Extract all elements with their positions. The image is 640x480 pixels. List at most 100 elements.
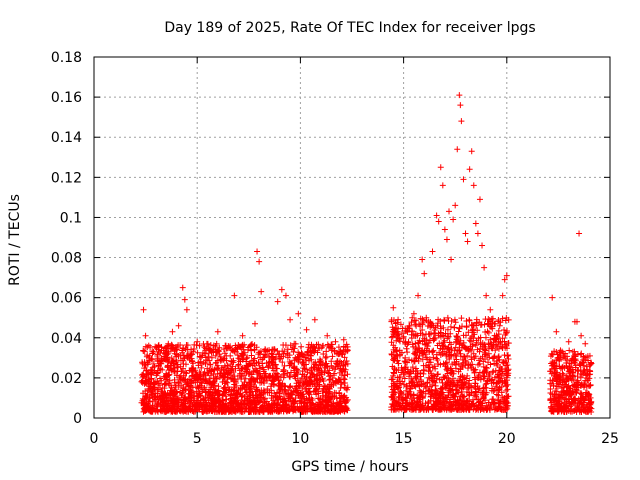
data-point bbox=[248, 347, 255, 354]
data-point bbox=[316, 356, 323, 363]
data-point bbox=[204, 357, 211, 364]
data-point bbox=[254, 248, 261, 255]
data-point bbox=[196, 353, 203, 360]
data-point bbox=[340, 394, 347, 401]
x-tick-label: 0 bbox=[90, 431, 99, 447]
data-point bbox=[251, 346, 258, 353]
data-point bbox=[258, 288, 265, 295]
data-point bbox=[228, 388, 235, 395]
axis-ticks: 0 5 10 15 20 25 0 0.02 0.04 0.06 0.08 0.1 0.12 0.14 0.… bbox=[51, 50, 619, 447]
data-point bbox=[286, 373, 293, 380]
data-point bbox=[200, 400, 207, 407]
data-point bbox=[169, 328, 176, 335]
data-point bbox=[213, 359, 220, 366]
data-point bbox=[322, 354, 329, 361]
data-point bbox=[214, 328, 221, 335]
data-point bbox=[275, 372, 282, 379]
data-point bbox=[182, 393, 189, 400]
data-point bbox=[238, 344, 245, 351]
data-point bbox=[335, 344, 342, 351]
data-point bbox=[221, 362, 228, 369]
data-point bbox=[344, 348, 351, 355]
data-point bbox=[326, 344, 333, 351]
data-point bbox=[165, 358, 172, 365]
data-point bbox=[212, 387, 219, 394]
data-point bbox=[202, 354, 209, 361]
data-point bbox=[183, 341, 190, 348]
x-tick-label: 5 bbox=[193, 431, 202, 447]
data-point bbox=[336, 369, 343, 376]
data-point bbox=[431, 336, 438, 343]
data-point bbox=[306, 396, 313, 403]
data-point bbox=[168, 345, 175, 352]
data-point bbox=[175, 322, 182, 329]
data-point bbox=[179, 347, 186, 354]
data-point bbox=[322, 364, 329, 371]
data-point bbox=[282, 292, 289, 299]
data-point bbox=[256, 362, 263, 369]
data-point bbox=[429, 248, 436, 255]
data-point bbox=[315, 395, 322, 402]
data-point bbox=[201, 350, 208, 357]
data-point bbox=[445, 318, 452, 325]
data-point bbox=[228, 366, 235, 373]
data-point bbox=[340, 393, 347, 400]
data-point bbox=[280, 374, 287, 381]
data-point bbox=[439, 182, 446, 189]
data-point bbox=[158, 388, 165, 395]
data-point bbox=[464, 238, 471, 245]
data-point bbox=[458, 315, 465, 322]
data-point bbox=[208, 354, 215, 361]
data-point bbox=[456, 92, 463, 99]
y-tick-label: 0.02 bbox=[51, 371, 82, 387]
data-point bbox=[305, 390, 312, 397]
x-tick-label: 15 bbox=[395, 431, 413, 447]
data-point bbox=[232, 365, 239, 372]
data-point bbox=[196, 342, 203, 349]
data-point bbox=[256, 397, 263, 404]
data-point bbox=[307, 405, 314, 412]
y-tick-label: 0.08 bbox=[51, 251, 82, 267]
data-point bbox=[290, 364, 297, 371]
data-point bbox=[154, 351, 161, 358]
data-point bbox=[430, 329, 437, 336]
data-point bbox=[208, 402, 215, 409]
y-tick-label: 0.1 bbox=[60, 210, 82, 226]
data-point bbox=[272, 371, 279, 378]
data-point bbox=[446, 208, 453, 215]
data-point bbox=[220, 373, 227, 380]
data-point bbox=[263, 398, 270, 405]
data-point bbox=[212, 352, 219, 359]
data-point bbox=[470, 326, 477, 333]
data-point bbox=[472, 220, 479, 227]
data-point bbox=[198, 380, 205, 387]
data-point bbox=[337, 398, 344, 405]
data-point bbox=[308, 379, 315, 386]
data-point bbox=[251, 320, 258, 327]
data-point bbox=[466, 166, 473, 173]
data-point bbox=[308, 365, 315, 372]
data-point bbox=[341, 368, 348, 375]
y-axis-label: ROTI / TECUs bbox=[7, 194, 23, 286]
data-point bbox=[311, 316, 318, 323]
data-point bbox=[194, 349, 201, 356]
data-point bbox=[221, 350, 228, 357]
data-point bbox=[268, 350, 275, 357]
data-point bbox=[479, 242, 486, 249]
data-point bbox=[244, 395, 251, 402]
data-point bbox=[207, 341, 214, 348]
data-point bbox=[170, 360, 177, 367]
data-point bbox=[462, 230, 469, 237]
data-point bbox=[443, 236, 450, 243]
data-point bbox=[159, 389, 166, 396]
data-point bbox=[404, 349, 411, 356]
chart-title: Day 189 of 2025, Rate Of TEC Index for r… bbox=[164, 20, 535, 36]
data-point bbox=[247, 343, 254, 350]
data-point bbox=[443, 366, 450, 373]
data-point bbox=[215, 388, 222, 395]
data-point bbox=[291, 357, 298, 364]
data-point bbox=[212, 343, 219, 350]
data-point bbox=[158, 355, 165, 362]
data-point bbox=[260, 390, 267, 397]
data-point bbox=[323, 360, 330, 367]
